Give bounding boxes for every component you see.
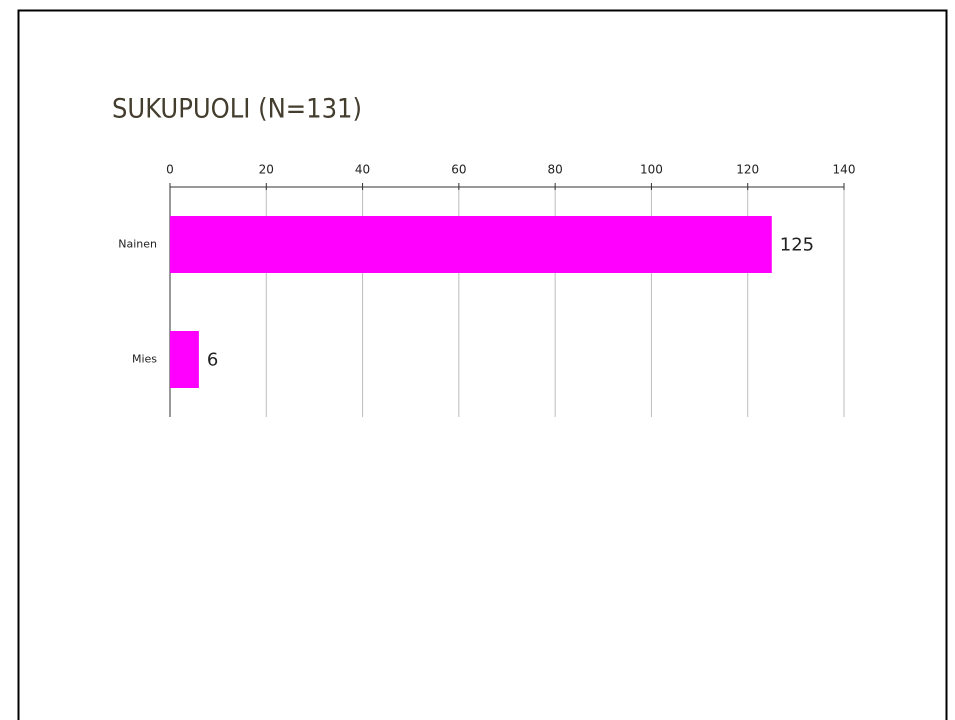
value-label: 125 xyxy=(780,235,814,256)
value-label: 6 xyxy=(207,350,218,371)
x-tick-label: 140 xyxy=(833,163,856,177)
x-tick-label: 60 xyxy=(451,163,466,177)
bar xyxy=(170,216,772,273)
chart-title: SUKUPUOLI (N=131) xyxy=(112,94,362,125)
plot: 0 20 40 60 80 100 120 140 Nainen 125 Mies 6 xyxy=(118,163,856,417)
bar xyxy=(170,331,199,388)
x-tick-label: 120 xyxy=(736,163,759,177)
x-tick-label: 100 xyxy=(640,163,663,177)
slide-frame xyxy=(17,9,948,720)
x-tick-label: 20 xyxy=(259,163,274,177)
x-tick-label: 40 xyxy=(355,163,370,177)
y-tick-label: Mies xyxy=(132,353,157,366)
y-tick-label: Nainen xyxy=(118,238,157,251)
x-tick-label: 80 xyxy=(548,163,563,177)
x-tick-label: 0 xyxy=(166,163,174,177)
